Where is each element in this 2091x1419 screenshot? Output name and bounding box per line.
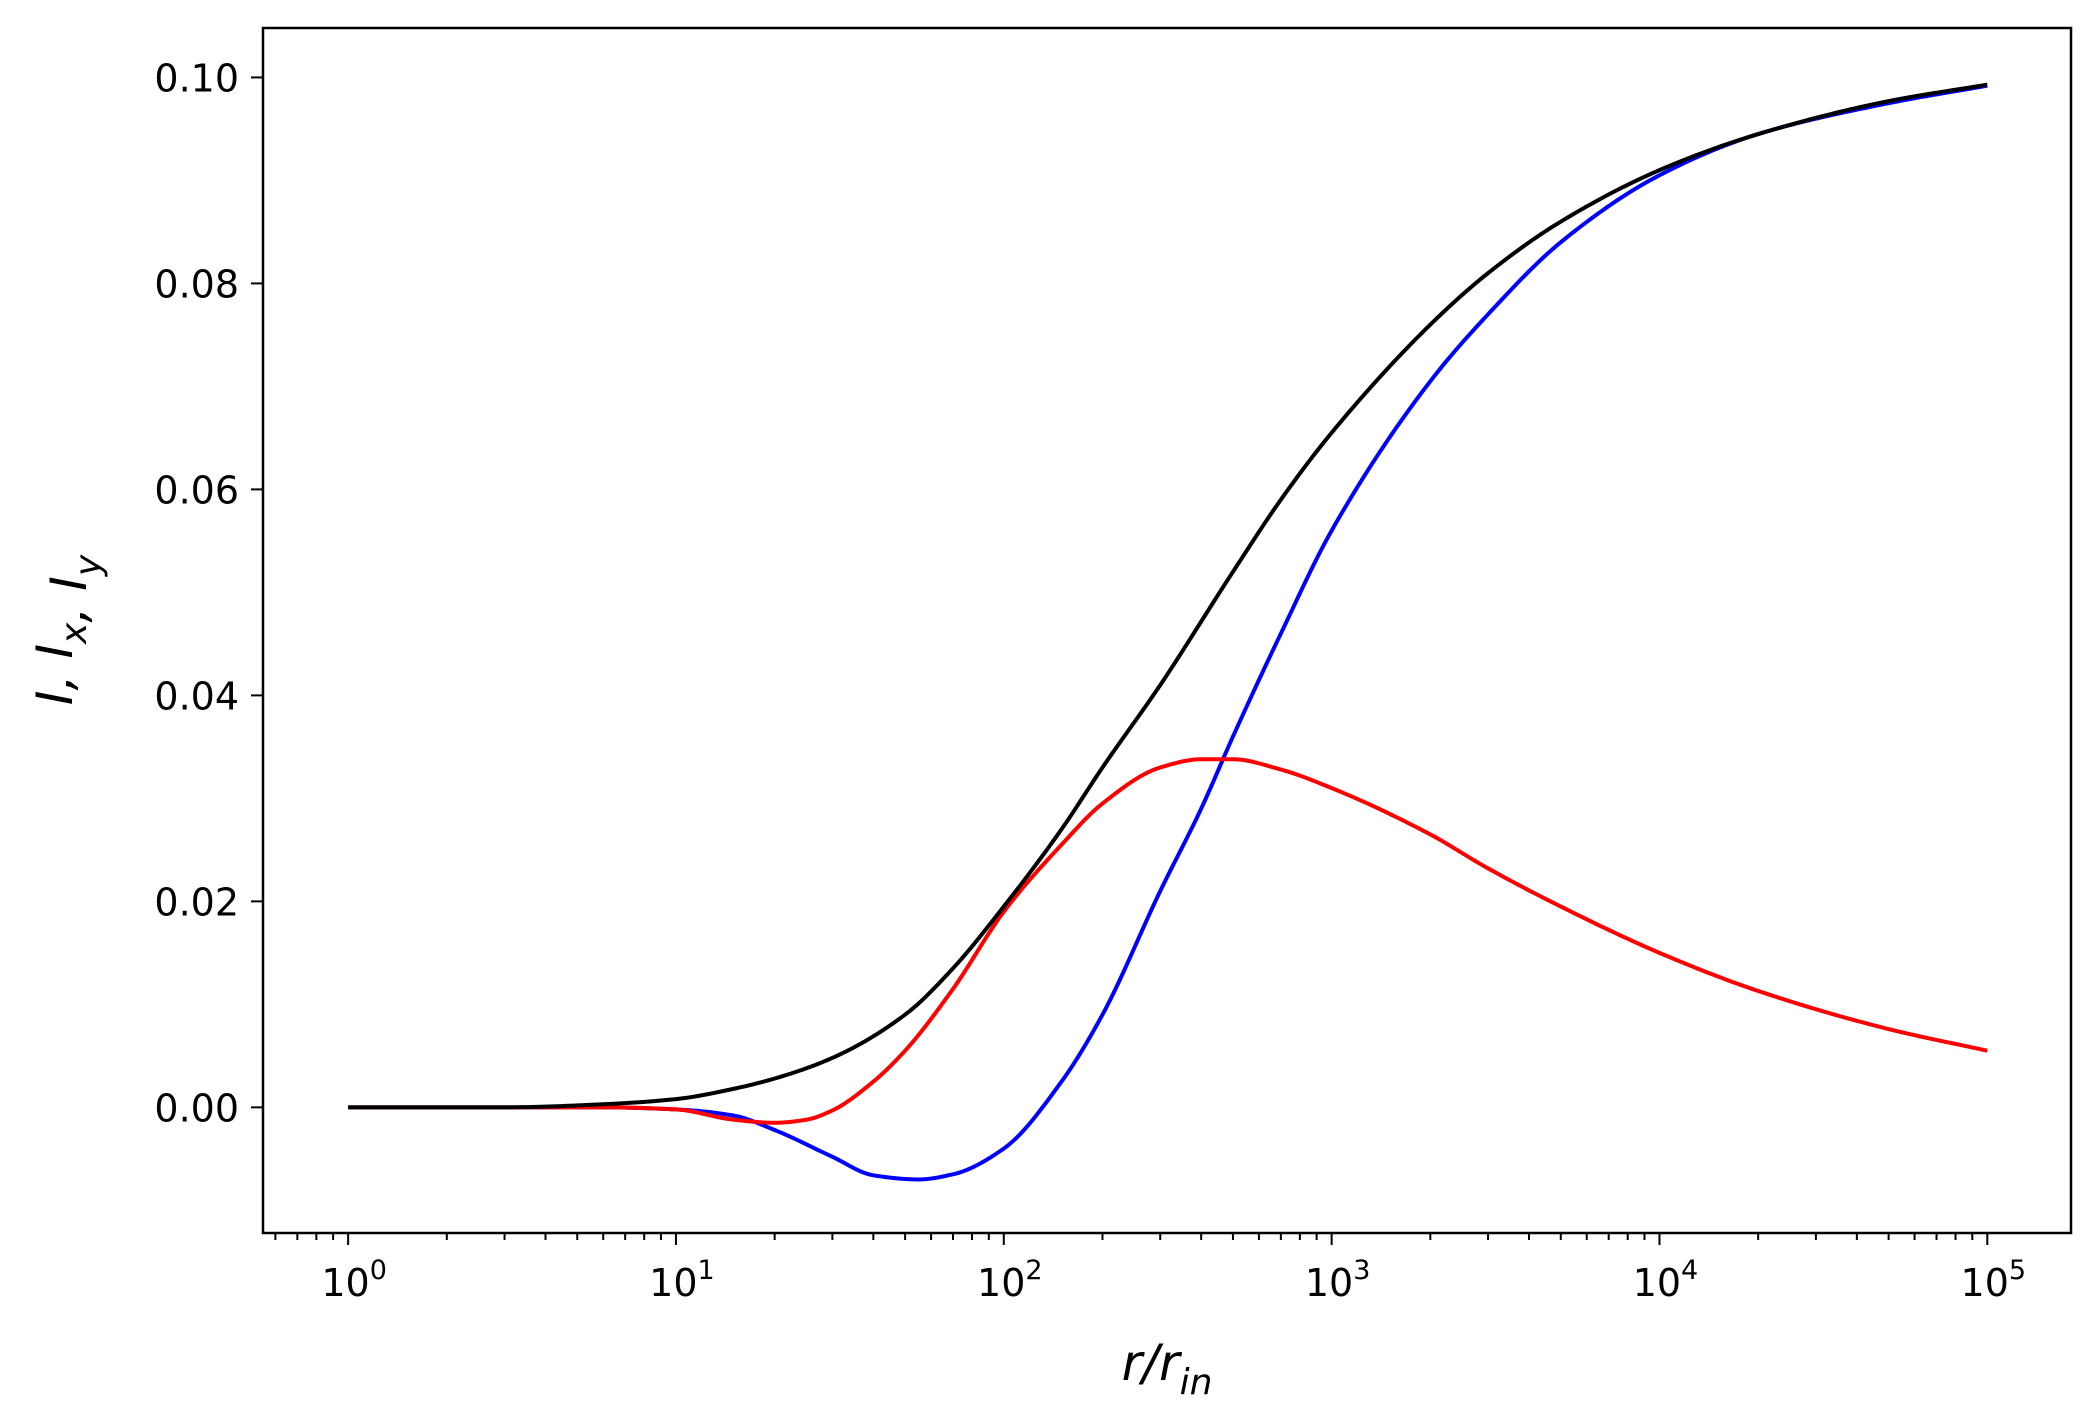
x-tick-label: 103: [1305, 1255, 1371, 1305]
x-tick-base: 10: [977, 1261, 1025, 1305]
x-tick-base: 10: [1961, 1261, 2009, 1305]
x-tick-label: 104: [1633, 1255, 1699, 1305]
x-tick-base: 10: [321, 1261, 369, 1305]
x-tick-exponent: 1: [698, 1255, 715, 1286]
y-axis-label: I, Ix, Iy: [26, 554, 109, 705]
series-line-1: [348, 757, 1988, 1125]
x-axis-label-sub: in: [1180, 1362, 1213, 1403]
y-axis-label-part: I, I: [26, 644, 84, 705]
x-tick-exponent: 4: [1681, 1255, 1698, 1286]
plot-frame: [261, 26, 2073, 1235]
x-tick-label: 102: [977, 1255, 1043, 1305]
y-axis-label-sub: x: [54, 622, 95, 645]
x-tick-base: 10: [649, 1261, 697, 1305]
series-line-0: [348, 83, 1988, 1182]
x-axis-label-base: r/r: [1122, 1334, 1183, 1392]
series-lines: [348, 82, 1988, 1182]
y-axis-ticks: 0.00 0.02 0.04 0.06 0.08 0.10: [154, 56, 263, 1130]
x-tick-label: 105: [1961, 1255, 2027, 1305]
y-axis-label-part: , I: [40, 576, 98, 623]
series-line-2: [348, 82, 1988, 1110]
x-tick-label: 101: [649, 1255, 715, 1305]
y-tick-label: 0.02: [154, 880, 239, 924]
y-axis-label-sub: y: [68, 554, 109, 577]
x-tick-exponent: 0: [370, 1255, 387, 1286]
y-tick-label: 0.04: [154, 674, 239, 718]
x-tick-exponent: 3: [1353, 1255, 1370, 1286]
y-tick-label: 0.06: [154, 468, 239, 512]
y-tick-label: 0.08: [154, 262, 239, 306]
x-axis-label: r/rin: [1122, 1334, 1213, 1403]
y-tick-label: 0.10: [154, 56, 239, 100]
x-tick-exponent: 2: [1025, 1255, 1042, 1286]
x-tick-base: 10: [1305, 1261, 1353, 1305]
x-tick-label: 100: [321, 1255, 387, 1305]
x-tick-exponent: 5: [2009, 1255, 2026, 1286]
x-tick-base: 10: [1633, 1261, 1681, 1305]
x-axis-ticks: 100 101 102 103 104 105: [321, 1233, 2026, 1305]
y-tick-label: 0.00: [154, 1086, 239, 1130]
